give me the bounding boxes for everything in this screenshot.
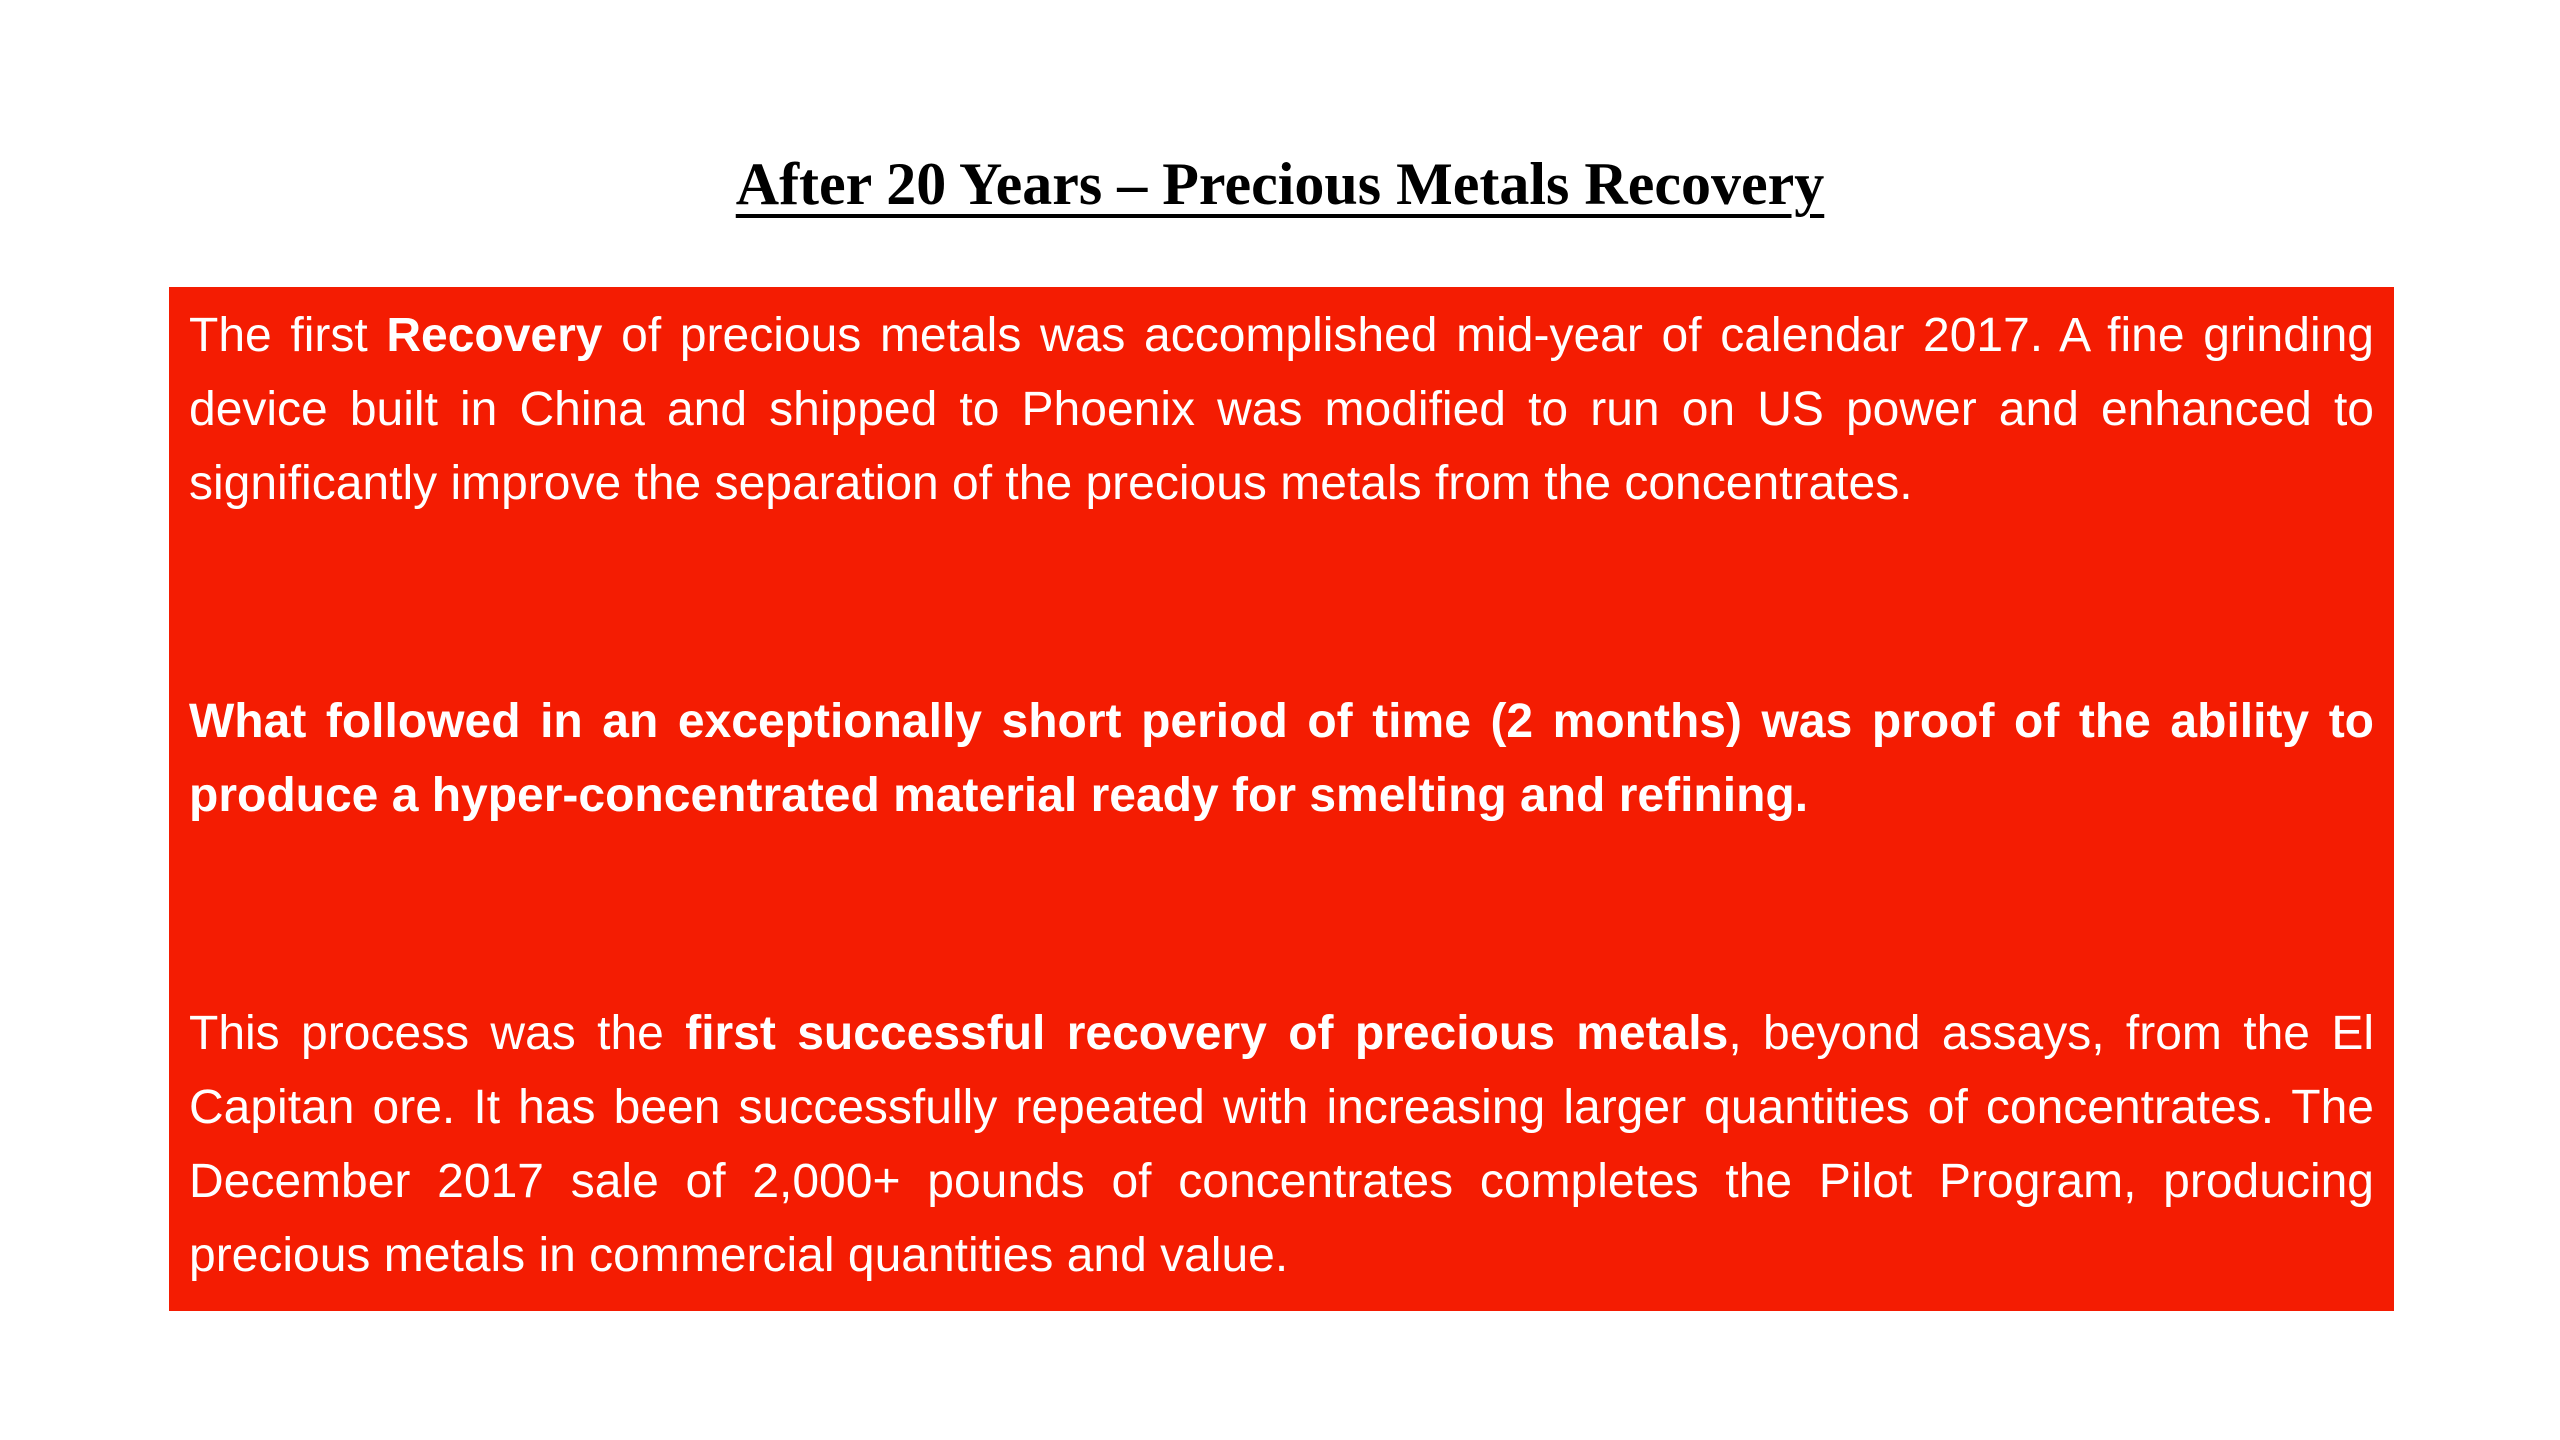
paragraph: What followed in an exceptionally short … (189, 685, 2374, 833)
text-run: , beyond assays, from the El Capitan ore… (189, 1007, 2374, 1282)
text-run: This process was the (189, 1007, 686, 1060)
bold-run: What followed in an exceptionally short … (189, 695, 2374, 822)
text-run: of precious metals was accomplished mid-… (189, 309, 2374, 510)
bold-run: Recovery (386, 309, 603, 362)
paragraph: This process was the first successful re… (189, 997, 2374, 1293)
text-panel: The first Recovery of precious metals wa… (169, 287, 2394, 1311)
bold-run: first successful recovery of precious me… (685, 1007, 1729, 1060)
slide-title: After 20 Years – Precious Metals Recover… (735, 151, 1825, 217)
paragraph: The first Recovery of precious metals wa… (189, 299, 2374, 521)
text-run: The first (189, 309, 387, 362)
